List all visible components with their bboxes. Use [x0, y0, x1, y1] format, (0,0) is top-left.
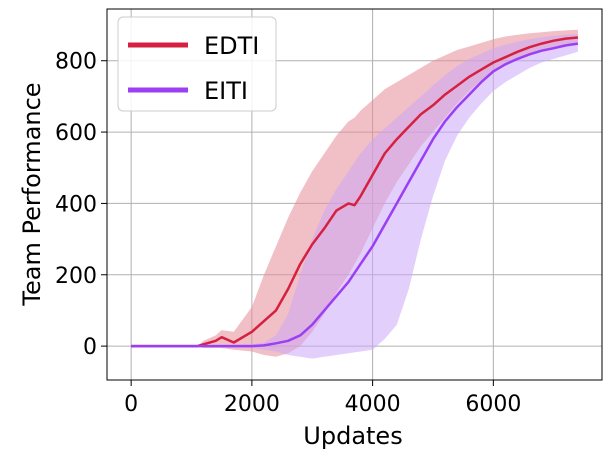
legend-label-eiti: EITI — [204, 77, 248, 105]
y-tick-label: 600 — [55, 121, 97, 146]
x-tick-label: 0 — [124, 392, 138, 417]
plot-frame — [106, 8, 603, 381]
x-tick-label: 2000 — [224, 392, 280, 417]
legend: EDTI EITI — [117, 16, 277, 112]
y-tick-label: 200 — [55, 264, 97, 289]
x-tick-label: 6000 — [465, 392, 521, 417]
y-tick-label: 0 — [83, 335, 97, 360]
x-tick-label: 4000 — [345, 392, 401, 417]
band-eiti — [131, 34, 578, 359]
y-tick-label: 400 — [55, 192, 97, 217]
axis-ticks: 0 2000 4000 6000 0 200 400 600 800 — [55, 50, 521, 417]
confidence-bands — [131, 29, 578, 359]
y-tick-label: 800 — [55, 50, 97, 75]
series-lines — [131, 36, 579, 348]
line-edti — [131, 36, 579, 348]
legend-label-edti: EDTI — [204, 32, 259, 60]
y-axis-label: Team Performance — [18, 82, 46, 306]
line-eiti — [131, 42, 579, 348]
x-axis-label: Updates — [303, 422, 402, 450]
